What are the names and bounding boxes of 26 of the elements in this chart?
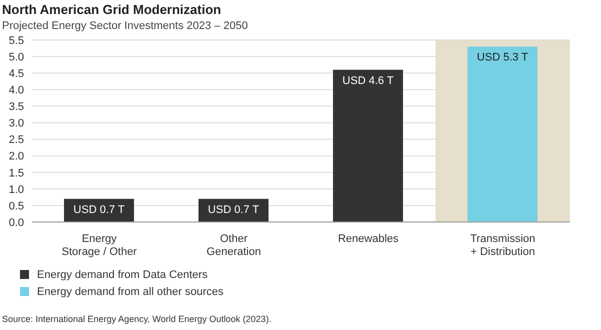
y-tick-label: 3.5 [8,101,24,114]
y-tick-label: 1.0 [8,184,24,196]
data-label: USD 0.7 T [73,204,125,216]
y-tick-label: 5.5 [8,34,24,47]
y-tick-label: 1.5 [8,167,24,180]
y-tick-label: 4.5 [8,68,24,80]
bar [333,70,403,222]
x-tick-label: Other Generation [206,233,261,258]
x-tick-label: Energy Storage / Other [62,233,138,258]
source-note: Source: International Energy Agency, World Energy Outlook (2023). [2,314,272,324]
y-tick-label: 3.0 [8,118,24,130]
y-tick-label: 5.0 [8,51,24,64]
x-tick-label: Renewables [338,233,400,245]
data-label: USD 5.3 T [476,52,528,64]
y-tick-label: 0.5 [8,200,24,212]
legend-label: Energy demand from Data Centers [37,268,208,280]
x-tick-label: Transmission + Distribution [470,233,536,258]
y-tick-label: 4.0 [8,84,24,97]
y-tick-label: 2.5 [8,134,24,146]
y-tick-label: 0.0 [8,216,24,229]
data-label: USD 0.7 T [208,204,260,216]
y-tick-label: 2.0 [8,150,24,163]
data-label: USD 4.6 T [342,74,394,87]
chart-subtitle: Projected Energy Sector Investments 2023 – 2050 [2,20,249,32]
chart-title: North American Grid Modernization [2,2,222,17]
legend-label: Energy demand from all other sources [37,286,224,298]
